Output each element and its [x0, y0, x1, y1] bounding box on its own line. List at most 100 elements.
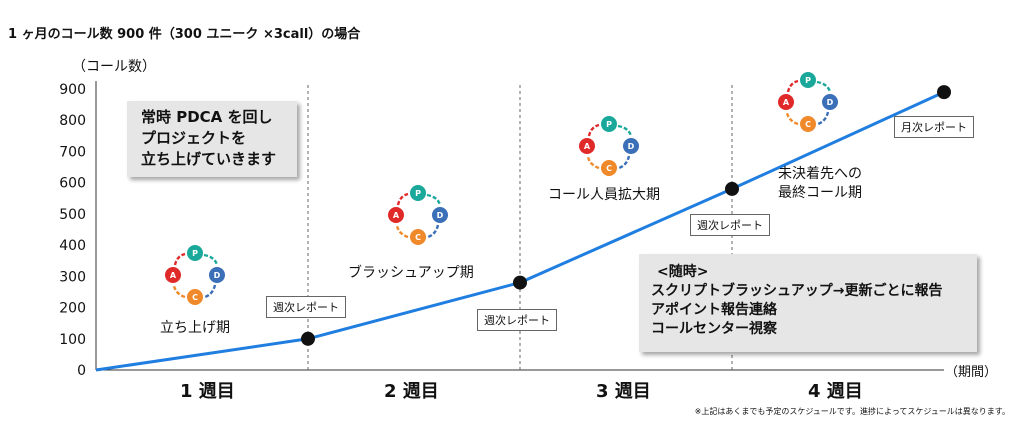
- pdca-letter: P: [415, 189, 421, 198]
- weekly-report-label: 週次レポート: [477, 309, 557, 331]
- series: [95, 85, 951, 372]
- y-tick-label: 500: [59, 207, 86, 223]
- cycle-arrow: [816, 80, 832, 93]
- y-tick-label: 900: [59, 82, 86, 98]
- pdca-node-p: [187, 245, 203, 261]
- pdca-node-d: [623, 138, 639, 154]
- phase-label: コール人員拡大期: [548, 187, 660, 203]
- pdca-node-a: [388, 207, 404, 223]
- y-tick-label: 300: [59, 269, 86, 285]
- weekly-report-label: 週次レポート: [690, 214, 770, 236]
- chart-title: 1 ヶ月のコール数 900 件（300 ユニーク ×3call）の場合: [8, 27, 361, 42]
- monthly-report-label: 月次レポート: [894, 116, 974, 138]
- cycle-arrow: [204, 284, 217, 299]
- pdca-letter: C: [415, 233, 421, 242]
- cycle-arrow: [618, 155, 631, 170]
- y-tick-label: 700: [59, 144, 86, 160]
- pdca-cycle-graphic: P D C A: [579, 116, 639, 176]
- pdca-cycle-graphic: P D C A: [388, 185, 448, 245]
- cycle-arrow: [396, 192, 409, 206]
- pdca-cycle-icon: P D C A: [163, 243, 227, 307]
- footnote: ※上記はあくまでも予定のスケジュールです。進捗によってスケジュールは異なります。: [694, 407, 1010, 416]
- pdca-node-a: [778, 94, 794, 110]
- cycle-arrow: [203, 253, 219, 266]
- pdca-letter: D: [827, 98, 834, 107]
- note-title: <随時>: [657, 264, 709, 280]
- pdca-letter: C: [606, 164, 612, 173]
- note-box: <随時> スクリプトブラッシュアップ→更新ごとに報告 アポイント報告連絡 コール…: [639, 254, 977, 352]
- week-label: 1 週目: [180, 381, 235, 402]
- week-label: 4 週目: [808, 381, 863, 402]
- cycle-arrow: [427, 224, 440, 239]
- pdca-letter: C: [805, 120, 811, 129]
- phase-label: 未決着先への 最終コール期: [778, 165, 862, 203]
- pdca-letter: C: [192, 293, 198, 302]
- pdca-letter: A: [393, 211, 400, 220]
- phase-line: 未決着先への: [778, 166, 862, 182]
- note-line: アポイント報告連絡: [651, 302, 777, 318]
- cycle-arrow: [617, 124, 633, 137]
- pdca-letter: D: [628, 142, 635, 151]
- data-point: [513, 275, 527, 290]
- pdca-node-a: [579, 138, 595, 154]
- pdca-letter: P: [606, 120, 612, 129]
- y-tick-label: 800: [59, 113, 86, 129]
- cycle-arrow: [785, 112, 799, 126]
- y-tick-label: 0: [77, 363, 86, 379]
- pdca-node-d: [209, 267, 225, 283]
- data-point: [301, 331, 315, 346]
- cycle-arrow: [586, 156, 600, 170]
- phase-label: 立ち上げ期: [160, 320, 230, 336]
- pdca-letter: A: [170, 271, 177, 280]
- pdca-node-c: [800, 116, 816, 132]
- data-point: [937, 85, 951, 100]
- cycle-arrow: [426, 193, 442, 206]
- pdca-letter: A: [584, 142, 591, 151]
- pdca-letter: D: [214, 271, 221, 280]
- y-tick-label: 100: [59, 332, 86, 348]
- pdca-cycle-graphic: P D C A: [165, 245, 225, 305]
- y-tick-label: 200: [59, 301, 86, 317]
- pdca-node-c: [187, 289, 203, 305]
- note-line: コールセンター視察: [651, 321, 777, 337]
- week-label: 3 週目: [596, 381, 651, 402]
- week-label: 2 週目: [384, 381, 439, 402]
- weekly-report-label: 週次レポート: [266, 296, 346, 318]
- intro-box: 常時 PDCA を回し プロジェクトを 立ち上げていきます: [127, 101, 297, 177]
- pdca-cycle-icon: P D C A: [577, 114, 641, 178]
- intro-line: 立ち上げていきます: [141, 150, 277, 168]
- pdca-node-a: [165, 267, 181, 283]
- pdca-node-d: [432, 207, 448, 223]
- pdca-cycle-icon: P D C A: [776, 70, 840, 134]
- note-line: スクリプトブラッシュアップ→更新ごとに報告: [651, 283, 943, 299]
- pdca-node-d: [822, 94, 838, 110]
- cycle-arrow: [786, 79, 799, 93]
- pdca-node-p: [601, 116, 617, 132]
- pdca-letter: P: [192, 249, 198, 258]
- cycle-arrow: [395, 225, 409, 239]
- pdca-node-p: [410, 185, 426, 201]
- pdca-letter: D: [437, 211, 444, 220]
- y-ticks: 0 100 200 300 400 500 600 700 800 900: [59, 82, 86, 379]
- data-point: [725, 181, 739, 196]
- cycle-arrow: [172, 285, 186, 299]
- intro-line: プロジェクトを: [141, 129, 247, 147]
- pdca-letter: A: [783, 98, 790, 107]
- phase-label: ブラッシュアップ期: [348, 265, 474, 281]
- cycle-arrow: [817, 111, 830, 126]
- pdca-cycle-graphic: P D C A: [778, 72, 838, 132]
- y-tick-label: 600: [59, 176, 86, 192]
- phase-line: 最終コール期: [778, 185, 862, 201]
- pdca-cycle-icon: P D C A: [386, 183, 450, 247]
- cycle-arrow: [587, 123, 600, 137]
- y-tick-label: 400: [59, 238, 86, 254]
- intro-line: 常時 PDCA を回し: [141, 108, 273, 126]
- pdca-node-p: [800, 72, 816, 88]
- pdca-node-c: [601, 160, 617, 176]
- pdca-node-c: [410, 229, 426, 245]
- y-axis-label: （コール数）: [72, 59, 156, 75]
- cycle-arrow: [173, 252, 186, 266]
- pdca-letter: P: [805, 76, 811, 85]
- x-axis-unit: （期間）: [945, 365, 998, 380]
